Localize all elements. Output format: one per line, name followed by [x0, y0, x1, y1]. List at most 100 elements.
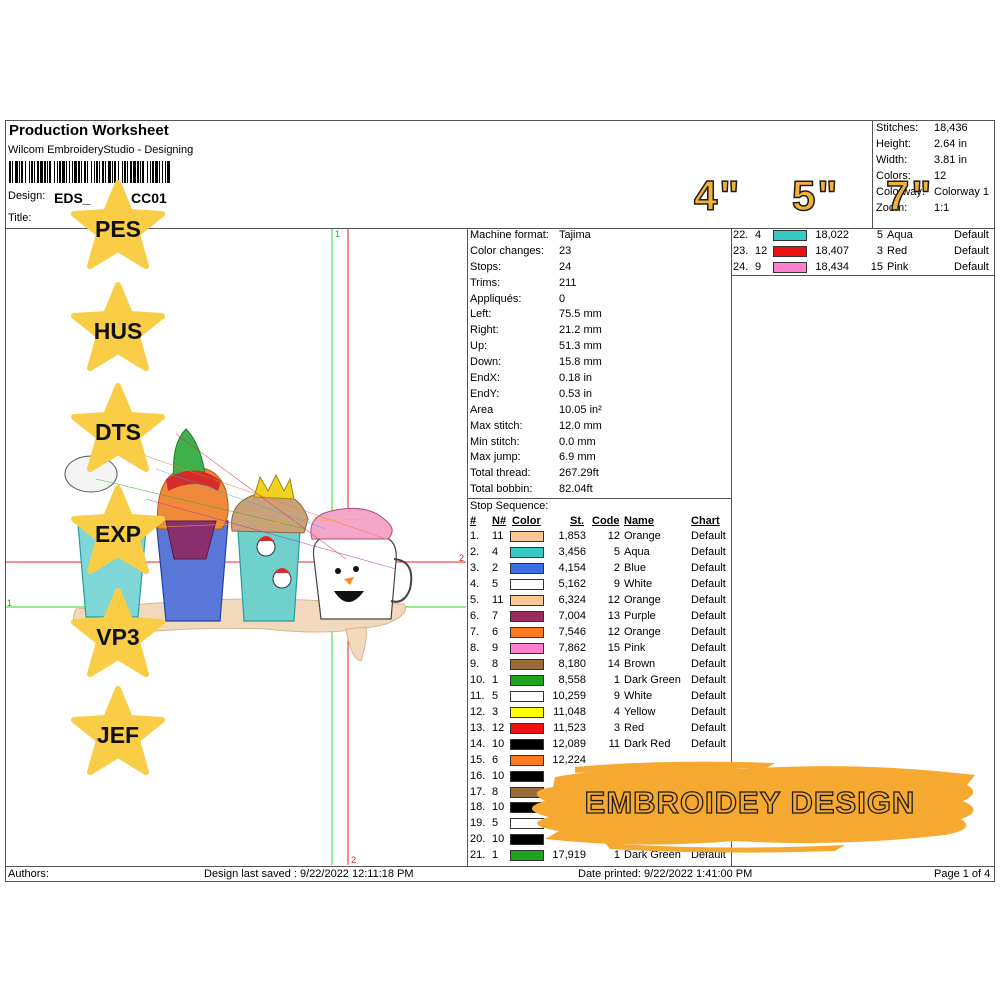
stop-n: 1 [492, 849, 499, 862]
stop-name: Red [887, 245, 908, 257]
stop-chart: Default [691, 721, 726, 734]
stop-name: White [624, 577, 653, 590]
machine-info-label: Total bobbin: [470, 483, 533, 496]
stop-sequence-title: Stop Sequence: [470, 500, 549, 512]
stop-row: 23. 12 18,407 3 Red Default [733, 244, 995, 260]
machine-info-label: Appliqués: [470, 292, 522, 305]
header-divider [5, 228, 995, 229]
stop-n: 4 [755, 229, 762, 241]
machine-info-value: 0.0 mm [559, 435, 596, 448]
stop-name: Dark Green [624, 849, 681, 862]
stop-name: White [624, 689, 653, 702]
stop-row: 7. 6 7,546 12 Orange Default [470, 625, 730, 641]
stop-chart: Default [691, 689, 726, 702]
summary-value: 12 [934, 170, 947, 182]
marker-right: 2 [459, 553, 464, 563]
stop-num: 3. [470, 561, 480, 574]
color-swatch [510, 850, 544, 862]
stop-n: 2 [492, 561, 499, 574]
summary-value: 1:1 [934, 202, 950, 214]
stop-chart: Default [691, 657, 726, 670]
format-label: EXP [94, 520, 142, 547]
stop-chart: Default [691, 737, 726, 750]
machine-info-row: Up: 51.3 mm [470, 339, 728, 355]
summary-label: Width: [876, 154, 908, 166]
stop-code: 1 [613, 673, 620, 686]
star-icon [71, 180, 165, 269]
stop-st: 7,862 [558, 641, 586, 654]
stop-n: 11 [492, 530, 504, 542]
brush-stroke-icon [531, 761, 975, 853]
stop-st: 11,048 [553, 705, 586, 718]
machine-info-label: Trims: [470, 276, 501, 289]
marker-bottom: 2 [351, 855, 356, 865]
stop-n: 6 [492, 625, 499, 638]
stop-row: 2. 4 3,456 5 Aqua Default [470, 545, 730, 561]
stop-n: 3 [492, 705, 499, 718]
stop-name: Orange [624, 625, 661, 638]
format-label: PES [94, 215, 142, 242]
stop-code: 12 [607, 530, 620, 542]
embroidery-banner: EMBROIDEY DESIGN [515, 755, 985, 855]
color-swatch [510, 690, 544, 702]
machine-info-value: 267.29ft [559, 467, 599, 480]
stop-row: 6. 7 7,004 13 Purple Default [470, 609, 730, 625]
machine-info-value: 0.18 in [559, 372, 593, 385]
star-icon [71, 383, 165, 472]
machine-info-label: EndY: [470, 387, 500, 400]
stop-num: 23. [733, 245, 749, 257]
stop-num: 5. [470, 593, 480, 606]
stop-st: 1,853 [558, 530, 586, 542]
stop-n: 8 [492, 785, 499, 798]
stop-name: Dark Green [624, 673, 681, 686]
summary-label: Zoom: [876, 202, 908, 214]
stop-code: 9 [613, 577, 620, 590]
stop-row: 4. 5 5,162 9 White Default [470, 577, 730, 593]
format-star-jef: JEF [70, 686, 166, 778]
stop-n: 5 [492, 817, 499, 830]
color-swatch [510, 722, 544, 734]
machine-info-value: 6.9 mm [559, 451, 596, 464]
stop-st: 8,180 [558, 657, 586, 670]
stop-row: 22. 4 18,022 5 Aqua Default [733, 228, 995, 244]
format-label: HUS [93, 317, 143, 344]
summary-row: Height: 2.64 in [876, 137, 994, 153]
stop-row: 20. 10 [470, 832, 730, 848]
format-label: DTS [95, 418, 141, 445]
machine-info-value: 12.0 mm [559, 419, 602, 432]
stop-st: 18,434 [815, 261, 849, 273]
stop-num: 14. [470, 737, 486, 750]
stop-st: 12,089 [552, 737, 586, 750]
machine-info-row: Area 10.05 in² [470, 403, 728, 419]
stop-st: 11,523 [553, 721, 586, 734]
stop-chart: Default [954, 229, 989, 241]
title-label: Title: [8, 212, 32, 224]
format-label: VP3 [96, 623, 140, 650]
summary-row: Colors: 12 [876, 169, 994, 185]
summary-label: Colors: [876, 170, 911, 182]
app-name: Wilcom EmbroideryStudio - Designing [8, 144, 194, 156]
machine-info: Machine format: Tajima Color changes: 23 Sto… [470, 228, 728, 498]
machine-info-value: 23 [559, 244, 572, 257]
stop-row: 13. 12 11,523 3 Red Default [470, 721, 730, 737]
stop-st: 4,154 [558, 561, 586, 574]
machine-info-label: Stops: [470, 260, 502, 273]
stop-name: Purple [624, 609, 656, 622]
format-star-vp3: VP3 [70, 588, 166, 680]
stop-num: 20. [470, 833, 486, 846]
summary-label: Colorway: [876, 186, 925, 198]
machine-info-row: Trims: 211 [470, 276, 728, 292]
stop-name: Brown [624, 657, 656, 670]
design-suffix: CC01 [131, 190, 167, 206]
stop-header-cell: Color [512, 515, 541, 527]
summary-value: 18,436 [934, 122, 968, 134]
stop-row: 14. 10 12,089 11 Dark Red Default [470, 737, 730, 753]
stop-name: Pink [624, 641, 646, 654]
machine-info-label: Area [470, 403, 494, 416]
summary-divider [872, 120, 873, 228]
stop-code: 11 [608, 737, 620, 750]
stop-row: 19. 5 [470, 816, 730, 832]
machine-info-row: Left: 75.5 mm [470, 307, 728, 323]
stop-n: 6 [492, 753, 499, 766]
stop-code: 14 [607, 657, 620, 670]
